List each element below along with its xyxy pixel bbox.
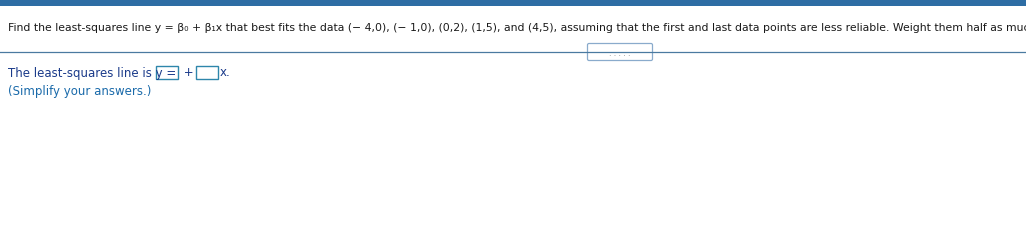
Text: Find the least-squares line y = β₀ + β₁x that best fits the data (− 4,0), (− 1,0: Find the least-squares line y = β₀ + β₁x… (8, 23, 1026, 33)
Text: . . . . .: . . . . . (609, 48, 631, 57)
Text: +: + (180, 66, 197, 79)
Text: (Simplify your answers.): (Simplify your answers.) (8, 85, 152, 98)
Text: x.: x. (220, 66, 231, 79)
Text: The least-squares line is y =: The least-squares line is y = (8, 66, 180, 79)
FancyBboxPatch shape (156, 66, 177, 79)
FancyBboxPatch shape (588, 44, 653, 61)
FancyBboxPatch shape (196, 66, 218, 79)
Bar (0, 0, 1026, 7)
